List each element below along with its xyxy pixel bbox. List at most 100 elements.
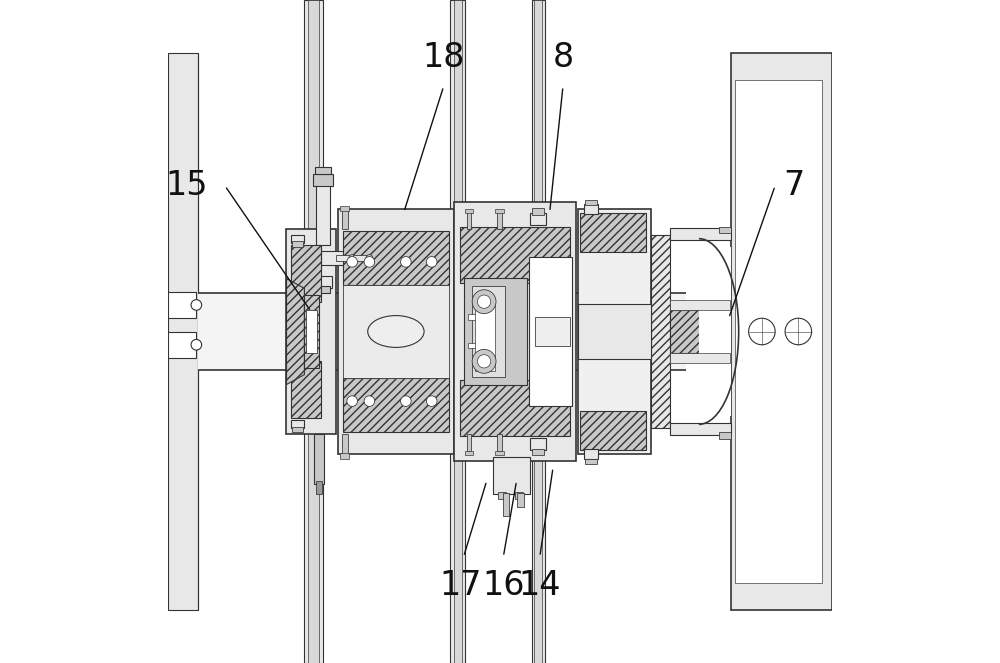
Text: 18: 18 xyxy=(422,41,465,74)
Bar xyxy=(338,209,454,454)
Bar xyxy=(460,227,570,283)
Bar xyxy=(304,0,323,663)
Bar xyxy=(699,247,731,416)
Circle shape xyxy=(401,257,411,267)
Text: 8: 8 xyxy=(552,41,574,74)
Bar xyxy=(313,276,332,288)
Text: 16: 16 xyxy=(482,569,525,602)
Bar xyxy=(670,353,730,363)
Bar xyxy=(340,206,349,211)
Bar xyxy=(314,434,324,484)
Circle shape xyxy=(347,396,357,406)
Bar xyxy=(464,278,527,385)
Circle shape xyxy=(785,318,812,345)
Bar xyxy=(493,457,530,494)
Bar xyxy=(585,200,597,205)
Bar xyxy=(342,209,348,229)
Bar xyxy=(534,0,542,663)
Bar xyxy=(530,213,546,225)
Bar xyxy=(495,451,504,455)
Bar xyxy=(719,227,731,233)
Bar xyxy=(532,208,544,215)
Circle shape xyxy=(472,290,496,314)
Bar xyxy=(450,0,465,663)
Circle shape xyxy=(191,339,202,350)
Bar xyxy=(670,310,730,353)
Circle shape xyxy=(749,318,775,345)
Circle shape xyxy=(191,300,202,310)
Bar xyxy=(472,286,505,377)
Bar xyxy=(535,317,570,346)
Bar xyxy=(465,451,473,455)
Text: 17: 17 xyxy=(439,569,481,602)
Bar xyxy=(316,481,322,494)
Bar xyxy=(580,213,646,252)
Text: 15: 15 xyxy=(166,169,208,202)
Bar xyxy=(198,293,686,370)
Circle shape xyxy=(347,257,357,267)
Circle shape xyxy=(364,396,375,406)
Bar xyxy=(306,310,317,353)
Bar xyxy=(475,302,495,371)
Bar xyxy=(584,204,598,214)
Bar xyxy=(286,229,336,434)
Bar xyxy=(578,304,651,359)
Circle shape xyxy=(477,295,491,308)
Bar xyxy=(316,179,330,245)
Circle shape xyxy=(364,257,375,267)
Bar xyxy=(735,80,822,583)
Bar xyxy=(342,434,348,454)
Bar xyxy=(468,314,480,320)
Bar xyxy=(578,209,651,454)
Bar xyxy=(292,427,303,432)
Bar xyxy=(651,235,670,428)
Circle shape xyxy=(472,349,496,373)
Bar xyxy=(343,231,449,285)
Bar xyxy=(719,432,731,439)
Bar xyxy=(168,332,196,358)
Bar xyxy=(517,493,524,507)
Bar xyxy=(313,174,333,186)
Bar xyxy=(584,449,598,459)
Bar xyxy=(454,202,576,461)
Circle shape xyxy=(426,257,437,267)
Bar xyxy=(454,0,462,663)
Bar xyxy=(353,255,369,261)
Bar xyxy=(315,286,330,293)
Text: 14: 14 xyxy=(519,569,561,602)
Bar xyxy=(340,453,349,459)
Bar xyxy=(498,492,506,499)
Bar xyxy=(532,449,544,455)
Bar xyxy=(515,492,523,499)
Bar xyxy=(503,493,509,516)
Bar xyxy=(495,209,504,213)
Polygon shape xyxy=(287,278,304,385)
Bar xyxy=(497,434,502,451)
Bar xyxy=(291,245,321,302)
Circle shape xyxy=(349,255,355,261)
Bar xyxy=(465,209,473,213)
Bar xyxy=(291,420,304,428)
Bar xyxy=(292,241,303,247)
Bar xyxy=(304,295,319,368)
Bar xyxy=(670,300,730,310)
Bar xyxy=(336,255,352,261)
Bar xyxy=(467,434,471,451)
Bar xyxy=(670,228,731,240)
Circle shape xyxy=(426,396,437,406)
Bar xyxy=(468,343,480,348)
Bar xyxy=(343,378,449,432)
Bar xyxy=(580,411,646,450)
Bar xyxy=(315,167,331,174)
Bar xyxy=(585,459,597,464)
Ellipse shape xyxy=(368,316,424,347)
Text: 7: 7 xyxy=(783,169,804,202)
Bar xyxy=(291,235,304,243)
Bar xyxy=(308,0,319,663)
Bar xyxy=(291,361,321,418)
Circle shape xyxy=(477,355,491,368)
Bar xyxy=(731,53,832,610)
Bar xyxy=(168,292,196,318)
Bar xyxy=(168,53,198,610)
Circle shape xyxy=(366,255,373,261)
